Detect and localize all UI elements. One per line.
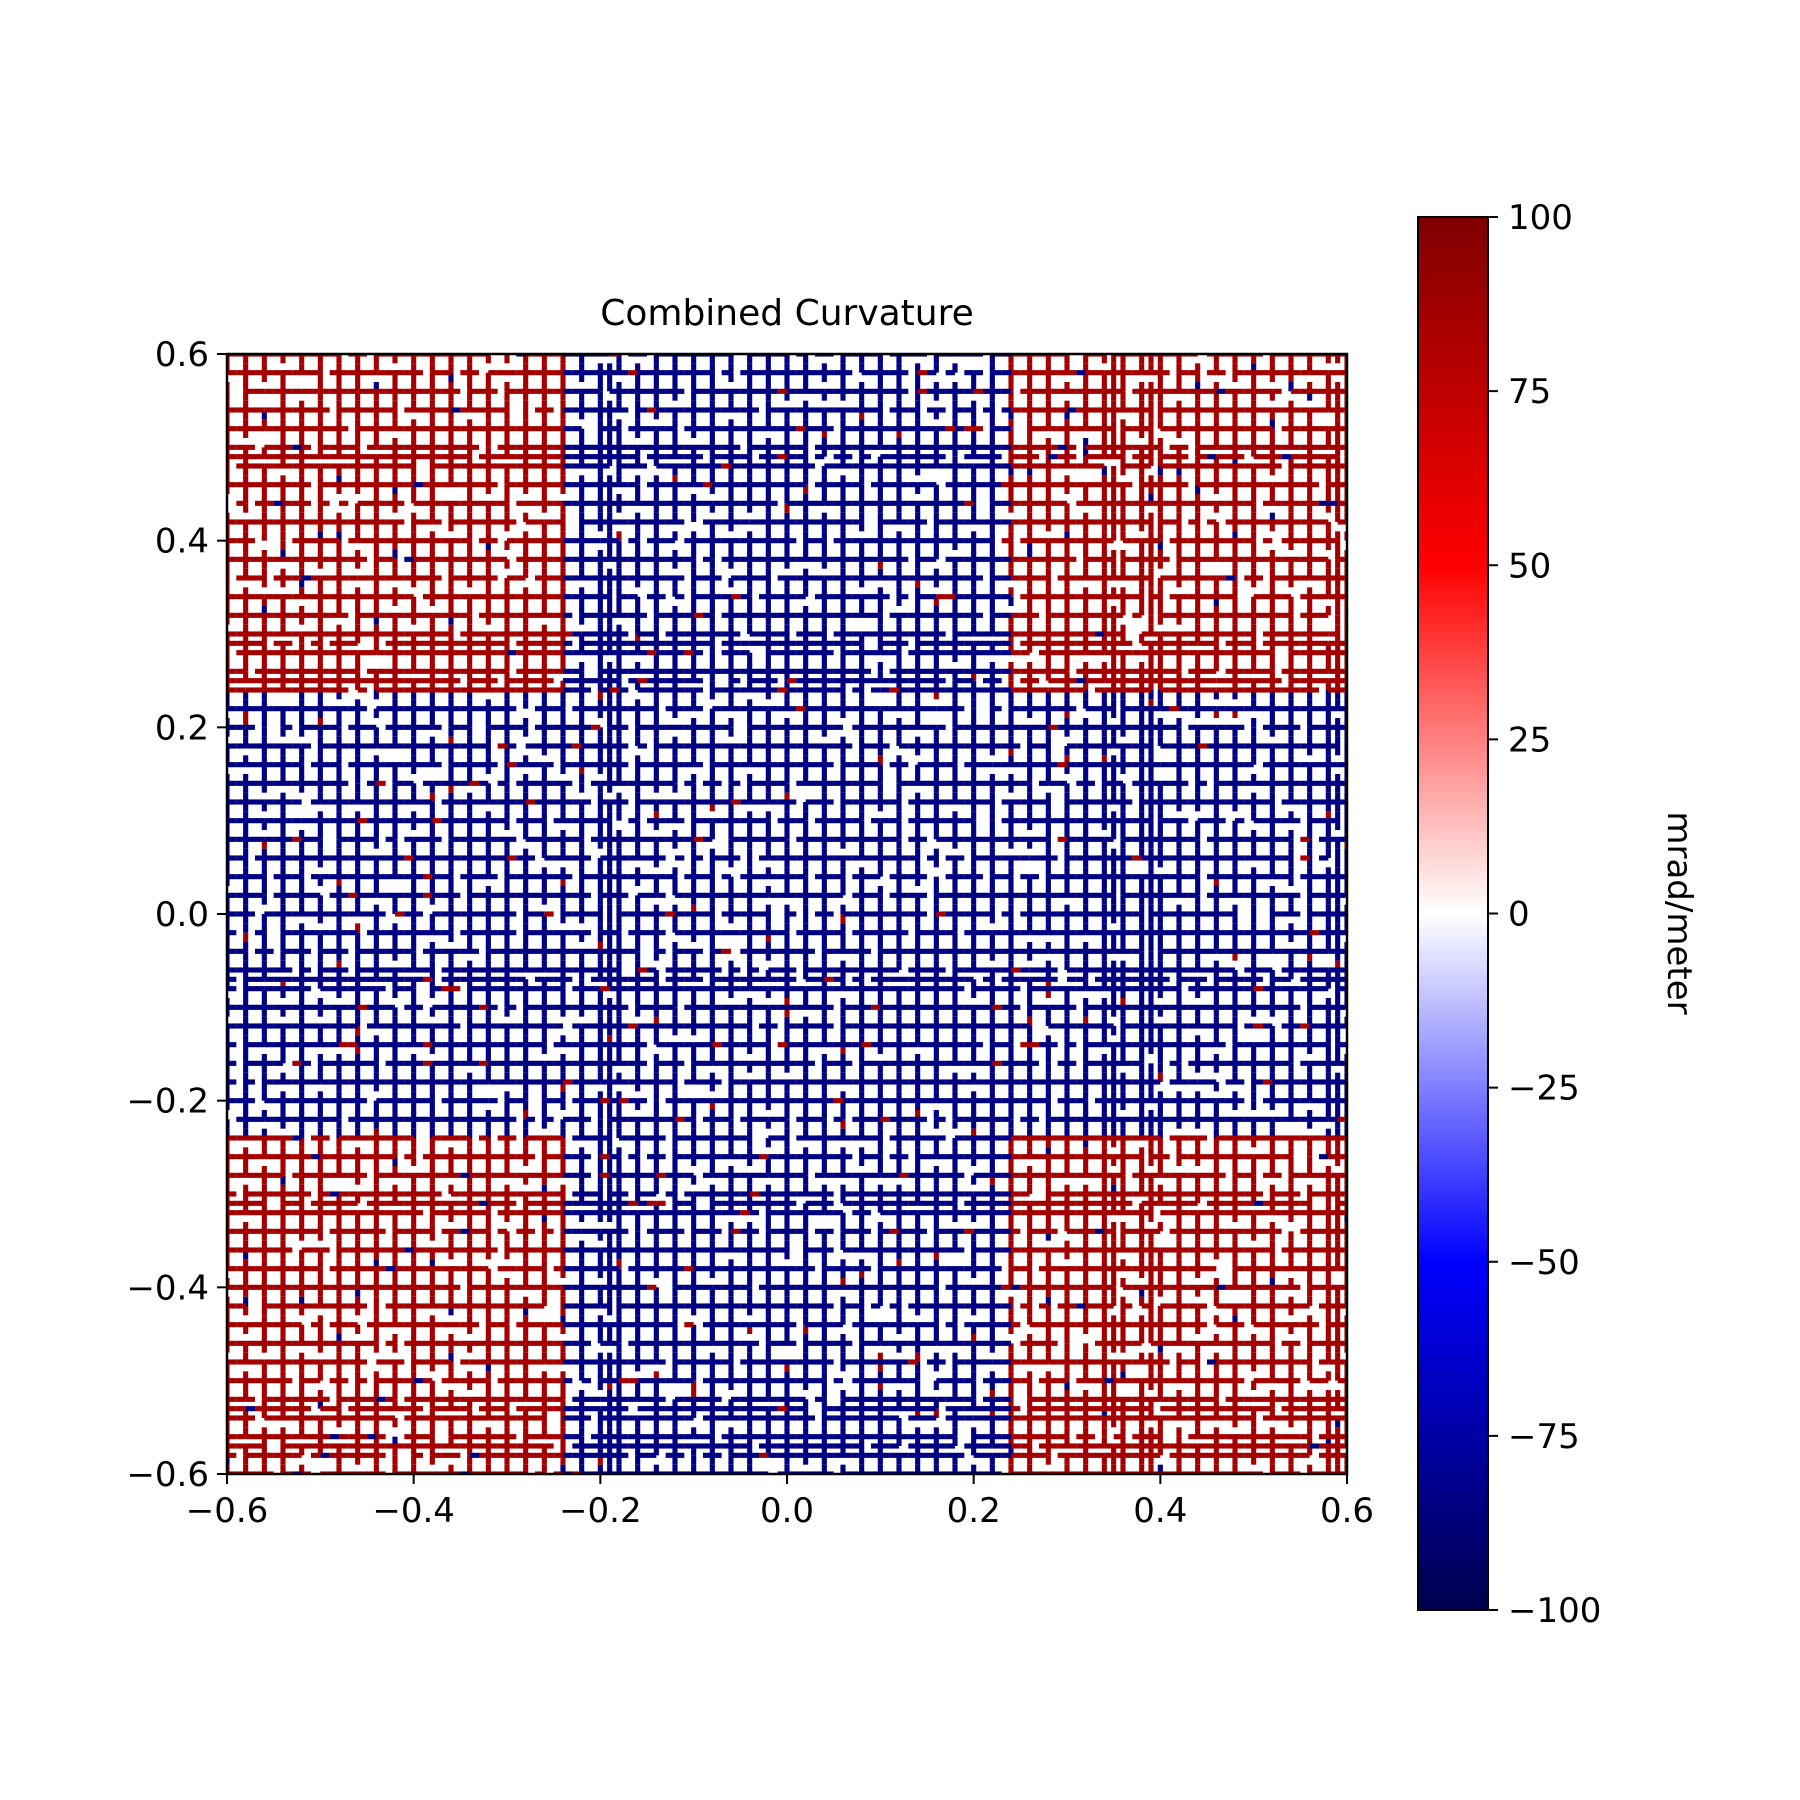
- plot-area: [225, 352, 1349, 1476]
- chart-title: Combined Curvature: [600, 293, 974, 334]
- heatmap-cells: [227, 354, 1347, 1474]
